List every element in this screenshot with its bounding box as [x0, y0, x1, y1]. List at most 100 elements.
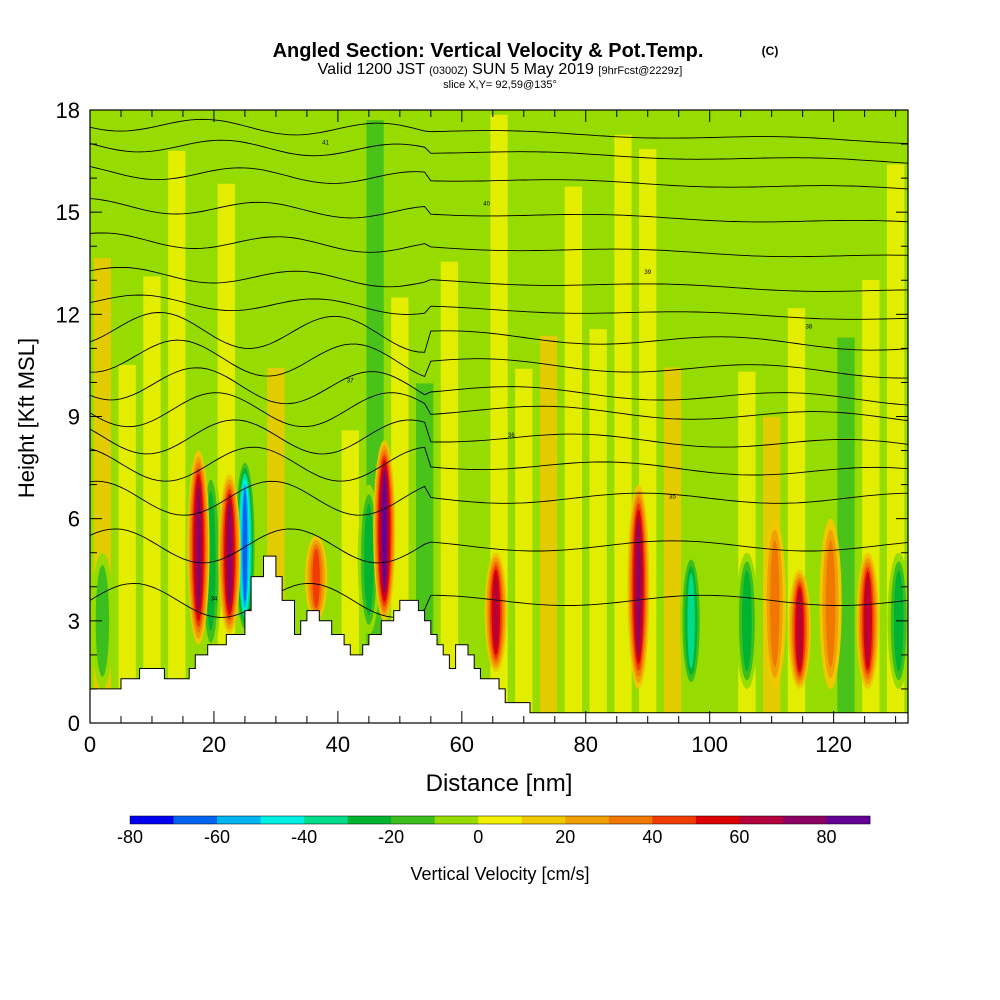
theta-contour-line	[90, 312, 908, 353]
y-axis-label: Height [Kft MSL]	[14, 338, 39, 498]
velocity-band	[465, 352, 483, 723]
colorbar-swatch	[739, 816, 784, 824]
updraft-cell	[769, 540, 780, 668]
copyright-mark: (C)	[762, 44, 779, 58]
x-tick-label: 60	[450, 732, 474, 757]
updraft-cell	[796, 590, 803, 669]
y-tick-label: 6	[68, 507, 80, 532]
theta-contour-line	[90, 582, 908, 618]
theta-contour-line	[90, 339, 908, 379]
colorbar-swatch	[565, 816, 610, 824]
colorbar-swatch	[130, 816, 174, 824]
colorbar-swatch	[826, 816, 871, 824]
x-tick-label: 0	[84, 732, 96, 757]
colorbar-swatch	[304, 816, 348, 824]
theta-contour-line	[90, 419, 908, 455]
y-tick-label: 0	[68, 711, 80, 736]
theta-contour-line	[90, 528, 908, 564]
theta-contour-line	[90, 446, 908, 482]
velocity-band	[515, 368, 533, 723]
colorbar-tick-label: 40	[642, 827, 662, 847]
colorbar-swatch	[521, 816, 566, 824]
terrain-mask	[90, 555, 908, 723]
theta-contour-label: 39	[644, 270, 651, 276]
colorbar-swatch	[608, 816, 653, 824]
y-tick-label: 3	[68, 609, 80, 634]
updraft-cell	[227, 503, 232, 606]
colorbar-swatch	[260, 816, 305, 824]
colorbar-tick-label: 20	[555, 827, 575, 847]
theta-contour-label: 35	[669, 495, 676, 501]
valid-prefix: Valid 1200 JST	[318, 61, 426, 78]
theta-contour-line	[90, 232, 908, 258]
x-tick-label: 40	[326, 732, 350, 757]
velocity-band	[564, 186, 583, 723]
colorbar-swatch	[652, 816, 697, 824]
downdraft-cell	[687, 573, 695, 669]
updraft-cell	[196, 485, 201, 610]
colorbar-swatch	[434, 816, 479, 824]
updraft-cell	[493, 573, 499, 652]
velocity-band	[440, 261, 459, 723]
velocity-band	[589, 329, 607, 723]
theta-contour-line	[90, 166, 908, 190]
x-tick-label: 120	[815, 732, 852, 757]
colorbar-tick-label: 0	[473, 827, 483, 847]
updraft-cell	[382, 473, 387, 588]
theta-contour-line	[90, 480, 908, 516]
downdraft-cell	[742, 570, 752, 672]
colorbar-label: Vertical Velocity [cm/s]	[410, 864, 589, 884]
velocity-band	[168, 150, 186, 723]
valid-date: SUN 5 May 2019	[472, 61, 594, 78]
colorbar-tick-label: 80	[816, 827, 836, 847]
slice-info: slice X,Y= 92,59@135°	[443, 79, 557, 91]
velocity-cells	[91, 440, 908, 689]
colorbar-swatch	[782, 816, 827, 824]
colorbar-frame	[129, 815, 871, 825]
x-tick-label: 20	[202, 732, 226, 757]
updraft-cell	[865, 576, 871, 666]
theta-contour-line	[90, 367, 908, 406]
theta-contour-line	[90, 118, 908, 145]
x-axis-label: Distance [nm]	[426, 770, 573, 797]
chart-title: Angled Section: Vertical Velocity & Pot.…	[273, 40, 704, 62]
theta-contour-label: 41	[322, 140, 329, 146]
colorbar-tick-label: -60	[204, 827, 230, 847]
y-tick-label: 12	[56, 302, 80, 327]
velocity-band	[118, 364, 136, 723]
valid-time-line: Valid 1200 JST (0300Z) SUN 5 May 2019 [9…	[318, 61, 683, 78]
theta-contour-label: 34	[211, 597, 218, 603]
velocity-band	[143, 276, 161, 723]
theta-contour-label: 37	[347, 379, 354, 385]
colorbar-tick-label: -80	[117, 827, 143, 847]
colorbar-swatch	[347, 816, 392, 824]
downdraft-cell	[364, 503, 374, 616]
theta-contour-label: 36	[508, 433, 515, 439]
colorbar-tick-label: -40	[291, 827, 317, 847]
y-tick-label: 9	[68, 405, 80, 430]
velocity-band	[713, 227, 731, 723]
x-axis: 0 20 40 60 80 100 120	[84, 110, 897, 757]
theta-contour-line	[90, 139, 908, 164]
valid-utc: (0300Z)	[429, 65, 468, 77]
colorbar-swatch	[391, 816, 436, 824]
velocity-band	[539, 335, 558, 723]
velocity-band	[663, 367, 682, 723]
x-tick-label: 100	[691, 732, 728, 757]
theta-contour-line	[90, 392, 908, 428]
velocity-band	[614, 134, 632, 723]
updraft-cell	[312, 548, 320, 609]
plot-area: 34 35 36 37 38 39 40 41	[90, 110, 908, 723]
theta-contour-line	[90, 198, 908, 223]
theta-contour-line	[90, 266, 908, 292]
velocity-band	[837, 337, 855, 723]
colorbar-swatch	[217, 816, 261, 824]
colorbar: -80 -60 -40 -20 0 20 40 60 80	[117, 815, 871, 847]
colorbar-tick-label: -20	[378, 827, 404, 847]
downdraft-cell	[95, 564, 110, 677]
colorbar-swatch	[695, 816, 740, 824]
theta-contours: 34 35 36 37 38 39 40 41	[90, 118, 908, 618]
colorbar-swatch	[478, 816, 523, 824]
